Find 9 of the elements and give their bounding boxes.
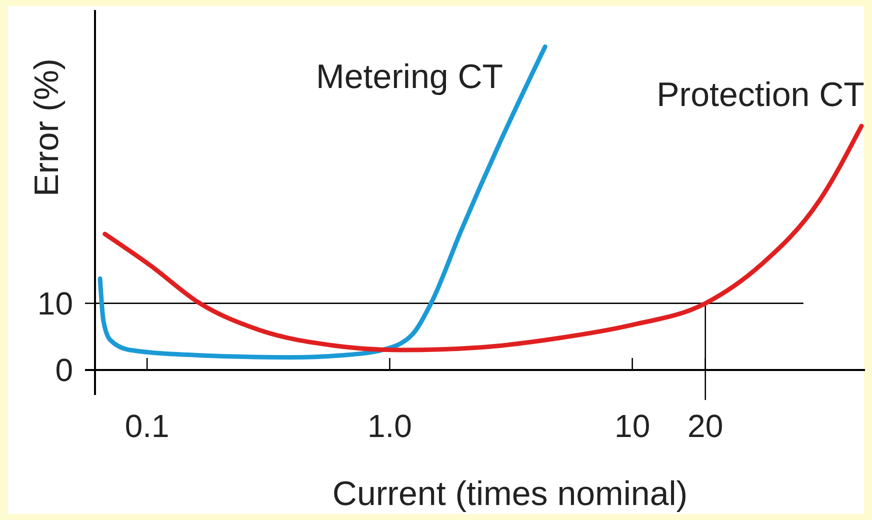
y-tick-label: 0 (55, 352, 73, 388)
x-tick-label: 20 (688, 408, 724, 444)
x-axis-title: Current (times nominal) (332, 475, 688, 513)
series-label: Metering CT (316, 58, 504, 96)
series-label: Protection CT (656, 76, 864, 114)
x-tick-label: 10 (614, 408, 650, 444)
y-axis-title: Error (%) (28, 58, 66, 196)
x-tick-label: 0.1 (124, 408, 170, 444)
x-tick-label: 1.0 (367, 408, 412, 444)
